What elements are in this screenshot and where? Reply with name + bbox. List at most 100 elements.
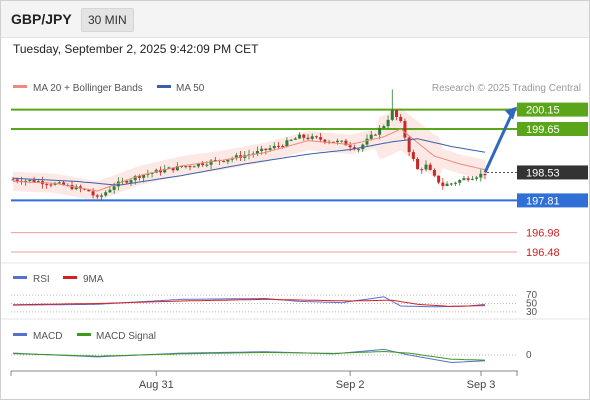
candle-body [95,195,99,197]
macd-tick-label: 0 [526,350,532,361]
candle-body [213,159,217,161]
price-levels [11,108,517,253]
rsi-tick-label: 30 [526,307,538,318]
symbol-title: GBP/JPY [11,11,72,27]
resistance-level-label: 200.15 [526,105,560,117]
candle-body [171,167,175,171]
candles [11,89,487,201]
candle-body [357,149,361,151]
candle-body [150,172,154,174]
candle-body [57,182,61,184]
candle-body [15,179,19,181]
minor-level-label: 196.98 [526,228,560,240]
candle-body [293,138,297,140]
ma20-legend-swatch [13,85,27,88]
candle-body [100,195,103,197]
macd-signal-line [12,350,486,361]
candle-body [226,159,230,162]
candle-body [222,160,226,162]
candle-body [24,180,28,183]
timeframe-button[interactable]: 30 MIN [81,8,134,32]
candle-body [188,166,192,168]
candle-body [163,168,167,173]
candle-body [348,145,352,148]
candle-body [192,166,196,168]
candle-body [167,167,171,169]
candle-body [285,140,289,147]
forecast-arrow-line [483,114,513,174]
rsi-tick-label: 70 [526,290,538,301]
candle-body [441,182,445,186]
candle-body [369,134,373,139]
candle-body [32,180,36,183]
candle-body [129,180,133,183]
candle-body [268,148,272,150]
candle-body [272,145,276,149]
current-price-label: 198.53 [526,167,560,179]
candle-body [382,126,386,128]
candle-body [445,183,449,186]
ma50-legend-swatch [157,85,171,88]
macd-legend-label: MACD [33,331,62,342]
candle-body [483,173,487,176]
x-tick-label: Sep 3 [467,379,496,391]
rsi-line [12,296,486,308]
candle-body [175,166,179,171]
candle-body [201,163,205,166]
candle-body [62,182,66,186]
candle-body [399,116,403,122]
candle-body [108,189,112,193]
candle-body [45,184,49,186]
rsi-ma-legend-swatch [63,276,77,279]
candle-body [49,184,53,186]
candle-body [428,164,432,170]
ma20-line [12,128,486,192]
candle-body [53,183,57,185]
candle-body [420,169,424,171]
forecast-arrow-head [505,106,517,120]
rsi-tick-label: 50 [526,299,538,310]
candle-body [479,173,483,178]
candle-body [260,148,264,151]
candle-body [416,158,420,170]
moving-averages [12,106,517,192]
candle-body [180,166,184,168]
candle-body [323,139,327,142]
candle-body [205,164,209,166]
candle-body [209,160,213,165]
candle-body [74,186,78,190]
ma20-legend-label: MA 20 + Bollinger Bands [33,83,143,94]
candle-body [437,175,441,183]
candle-body [137,176,141,178]
macd-line [12,348,486,364]
header-bar: GBP/JPY 30 MIN [1,1,589,38]
candle-body [298,134,302,139]
candle-body [125,180,129,183]
candle-body [411,152,415,159]
resistance-level-tag [517,102,588,117]
macd-pane: 0 [11,348,532,364]
candle-body [281,146,285,148]
candle-body [314,136,318,138]
support-level-label: 197.81 [526,195,560,207]
candle-body [36,181,40,183]
candle-body [133,176,137,181]
candle-body [302,134,306,138]
macd-signal-legend-swatch [77,333,91,336]
candle-body [466,178,470,180]
macd-signal-legend-label: MACD Signal [96,331,156,342]
current-price-tag [517,165,588,180]
candle-body [403,121,407,138]
candle-body [116,181,120,187]
rsi-legend-swatch [13,276,27,279]
candle-body [378,127,382,135]
candle-body [196,163,200,167]
ma50-line [12,138,486,186]
macd-legend-swatch [13,333,27,336]
candle-body [234,155,238,159]
candle-body [475,177,479,179]
timestamp: Tuesday, September 2, 2025 9:42:09 PM CE… [13,42,259,56]
